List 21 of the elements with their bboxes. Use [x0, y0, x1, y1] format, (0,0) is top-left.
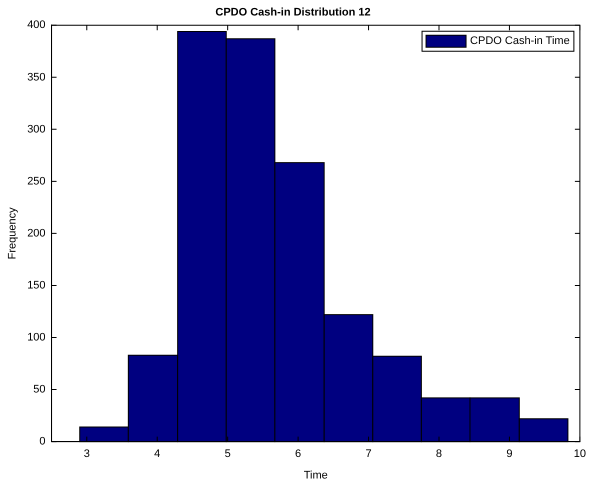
x-tick-label: 9 [506, 448, 512, 460]
x-tick-label: 6 [295, 448, 302, 460]
y-tick-label: 400 [27, 19, 46, 32]
y-tick-label: 100 [27, 332, 46, 344]
chart-title: CPDO Cash-in Distribution 12 [215, 6, 371, 19]
legend-label: CPDO Cash-in Time [470, 35, 570, 48]
x-tick-label: 4 [154, 448, 160, 460]
y-tick-label: 250 [27, 175, 46, 188]
y-tick-label: 200 [27, 227, 46, 240]
x-axis-title: Time [304, 469, 328, 482]
x-tick-label: 8 [436, 448, 442, 460]
x-tick-label: 10 [574, 448, 586, 460]
y-tick-label: 0 [39, 436, 46, 448]
y-tick-label: 150 [27, 279, 46, 292]
y-tick-label: 300 [27, 123, 46, 136]
y-axis-title: Frequency [6, 206, 19, 260]
x-tick-label: 3 [84, 448, 90, 460]
x-tick-label: 5 [224, 448, 231, 460]
x-tick-label: 7 [365, 448, 372, 460]
y-tick-label: 350 [27, 71, 46, 84]
y-tick-label: 50 [33, 384, 46, 396]
